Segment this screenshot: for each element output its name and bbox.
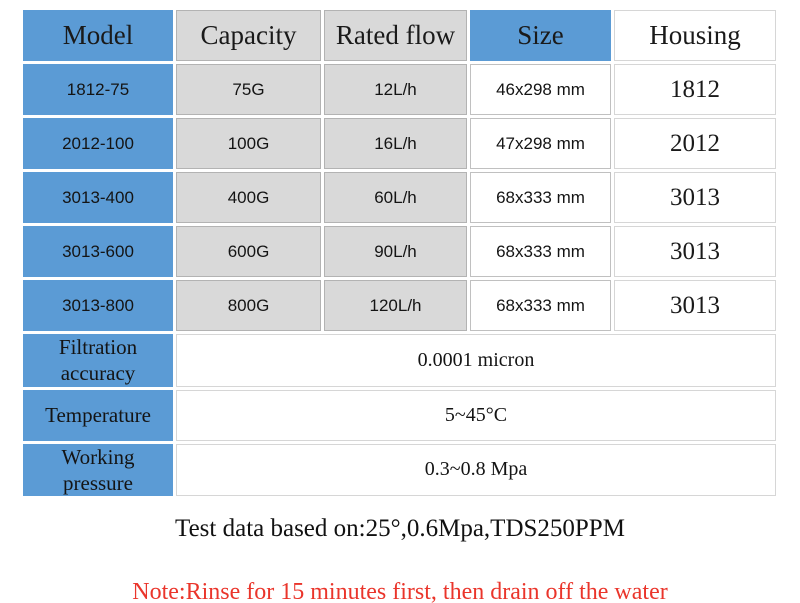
- spec-value-temperature: 5~45°C: [176, 389, 776, 441]
- cell-housing: 2012: [614, 118, 776, 169]
- spec-row: Temperature 5~45°C: [23, 389, 776, 441]
- spec-label-pressure: Working pressure: [23, 443, 173, 496]
- cell-model: 3013-400: [23, 172, 173, 223]
- spec-row: Filtration accuracy 0.0001 micron: [23, 334, 776, 387]
- cell-size: 68x333 mm: [470, 172, 611, 223]
- header-capacity: Capacity: [176, 10, 321, 61]
- header-housing: Housing: [614, 10, 776, 61]
- cell-rated-flow: 60L/h: [324, 172, 467, 223]
- cell-rated-flow: 90L/h: [324, 226, 467, 277]
- cell-model: 2012-100: [23, 118, 173, 169]
- header-size: Size: [470, 10, 611, 61]
- rinse-warning-note: Note:Rinse for 15 minutes first, then dr…: [132, 579, 668, 603]
- header-model: Model: [23, 10, 173, 61]
- table-row: 3013-600 600G 90L/h 68x333 mm 3013: [23, 226, 776, 277]
- cell-rated-flow: 16L/h: [324, 118, 467, 169]
- cell-housing: 3013: [614, 280, 776, 331]
- spec-value-filtration: 0.0001 micron: [176, 334, 776, 387]
- header-rated-flow: Rated flow: [324, 10, 467, 61]
- cell-model: 1812-75: [23, 64, 173, 115]
- table-row: 3013-800 800G 120L/h 68x333 mm 3013: [23, 280, 776, 331]
- cell-housing: 3013: [614, 226, 776, 277]
- cell-rated-flow: 12L/h: [324, 64, 467, 115]
- spec-value-pressure: 0.3~0.8 Mpa: [176, 443, 776, 496]
- table-row: 2012-100 100G 16L/h 47x298 mm 2012: [23, 118, 776, 169]
- cell-capacity: 800G: [176, 280, 321, 331]
- cell-model: 3013-800: [23, 280, 173, 331]
- spec-label-temperature: Temperature: [23, 389, 173, 441]
- spec-row: Working pressure 0.3~0.8 Mpa: [23, 443, 776, 496]
- cell-capacity: 75G: [176, 64, 321, 115]
- cell-capacity: 100G: [176, 118, 321, 169]
- cell-rated-flow: 120L/h: [324, 280, 467, 331]
- cell-capacity: 400G: [176, 172, 321, 223]
- spec-label-filtration: Filtration accuracy: [23, 334, 173, 387]
- table-row: 3013-400 400G 60L/h 68x333 mm 3013: [23, 172, 776, 223]
- test-data-note: Test data based on:25°,0.6Mpa,TDS250PPM: [175, 515, 625, 542]
- cell-size: 47x298 mm: [470, 118, 611, 169]
- cell-housing: 1812: [614, 64, 776, 115]
- table-row: 1812-75 75G 12L/h 46x298 mm 1812: [23, 64, 776, 115]
- cell-capacity: 600G: [176, 226, 321, 277]
- cell-size: 46x298 mm: [470, 64, 611, 115]
- cell-size: 68x333 mm: [470, 280, 611, 331]
- cell-housing: 3013: [614, 172, 776, 223]
- spec-table: Model Capacity Rated flow Size Housing 1…: [20, 7, 779, 499]
- cell-model: 3013-600: [23, 226, 173, 277]
- cell-size: 68x333 mm: [470, 226, 611, 277]
- header-row: Model Capacity Rated flow Size Housing: [23, 10, 776, 61]
